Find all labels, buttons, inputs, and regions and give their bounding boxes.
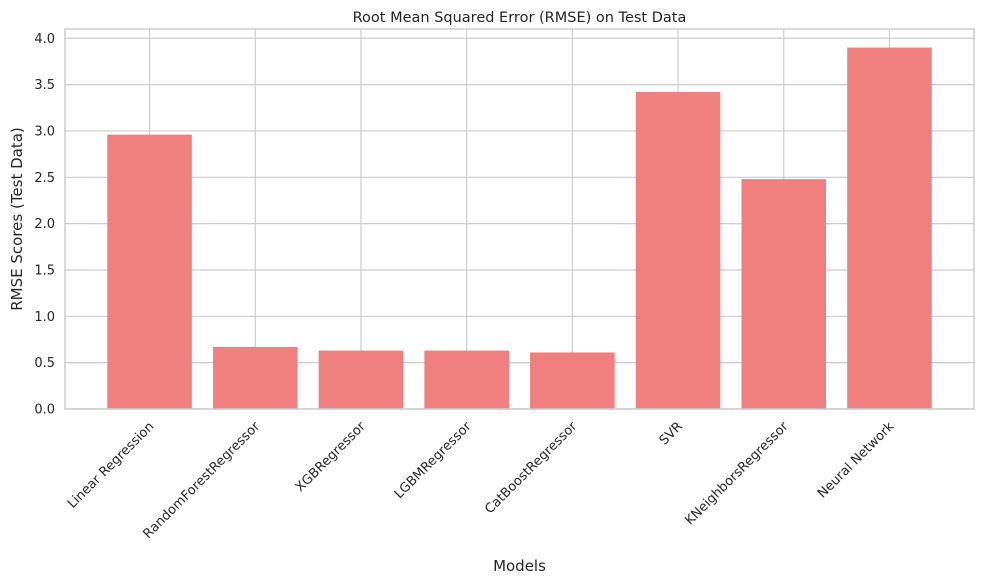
bar: [424, 350, 509, 409]
bar: [212, 346, 298, 409]
y-tick-label: 1.5: [34, 263, 55, 278]
y-tick-label: 3.5: [34, 78, 55, 93]
grid-lines: [65, 29, 974, 410]
bar: [530, 352, 615, 409]
y-axis-label: RMSE Scores (Test Data): [8, 127, 26, 311]
y-tick-label: 0.0: [34, 403, 55, 418]
y-tick-label: 2.0: [34, 217, 55, 232]
x-tick-label: Linear Regression: [65, 419, 157, 511]
x-tick-label: RandomForestRegressor: [141, 419, 264, 542]
x-tick-label: KNeighborsRegressor: [682, 419, 792, 529]
x-tick-label: LGBMRegressor: [392, 419, 475, 502]
y-tick-label: 2.5: [34, 171, 55, 186]
x-tick-label: SVR: [657, 419, 686, 448]
bar: [741, 179, 827, 409]
x-axis-label: Models: [493, 557, 546, 575]
y-tick-labels: 0.0 0.5 1.0 1.5 2.0 2.5 3.0 3.5 4.0: [34, 32, 55, 418]
x-tick-label: CatBoostRegressor: [482, 419, 580, 517]
y-tick-label: 3.0: [34, 124, 55, 139]
x-tick-label: XGBRegressor: [293, 419, 369, 495]
bars: [107, 47, 932, 410]
bar: [318, 350, 404, 409]
y-tick-label: 4.0: [34, 32, 55, 47]
y-tick-label: 1.0: [34, 310, 55, 325]
y-tick-label: 0.5: [34, 356, 55, 371]
plot-frame: [64, 28, 975, 410]
bar: [847, 47, 932, 409]
chart-title: Root Mean Squared Error (RMSE) on Test D…: [353, 10, 687, 26]
bar: [107, 134, 192, 409]
x-tick-label: Neural Network: [815, 419, 898, 502]
bar: [635, 92, 721, 410]
